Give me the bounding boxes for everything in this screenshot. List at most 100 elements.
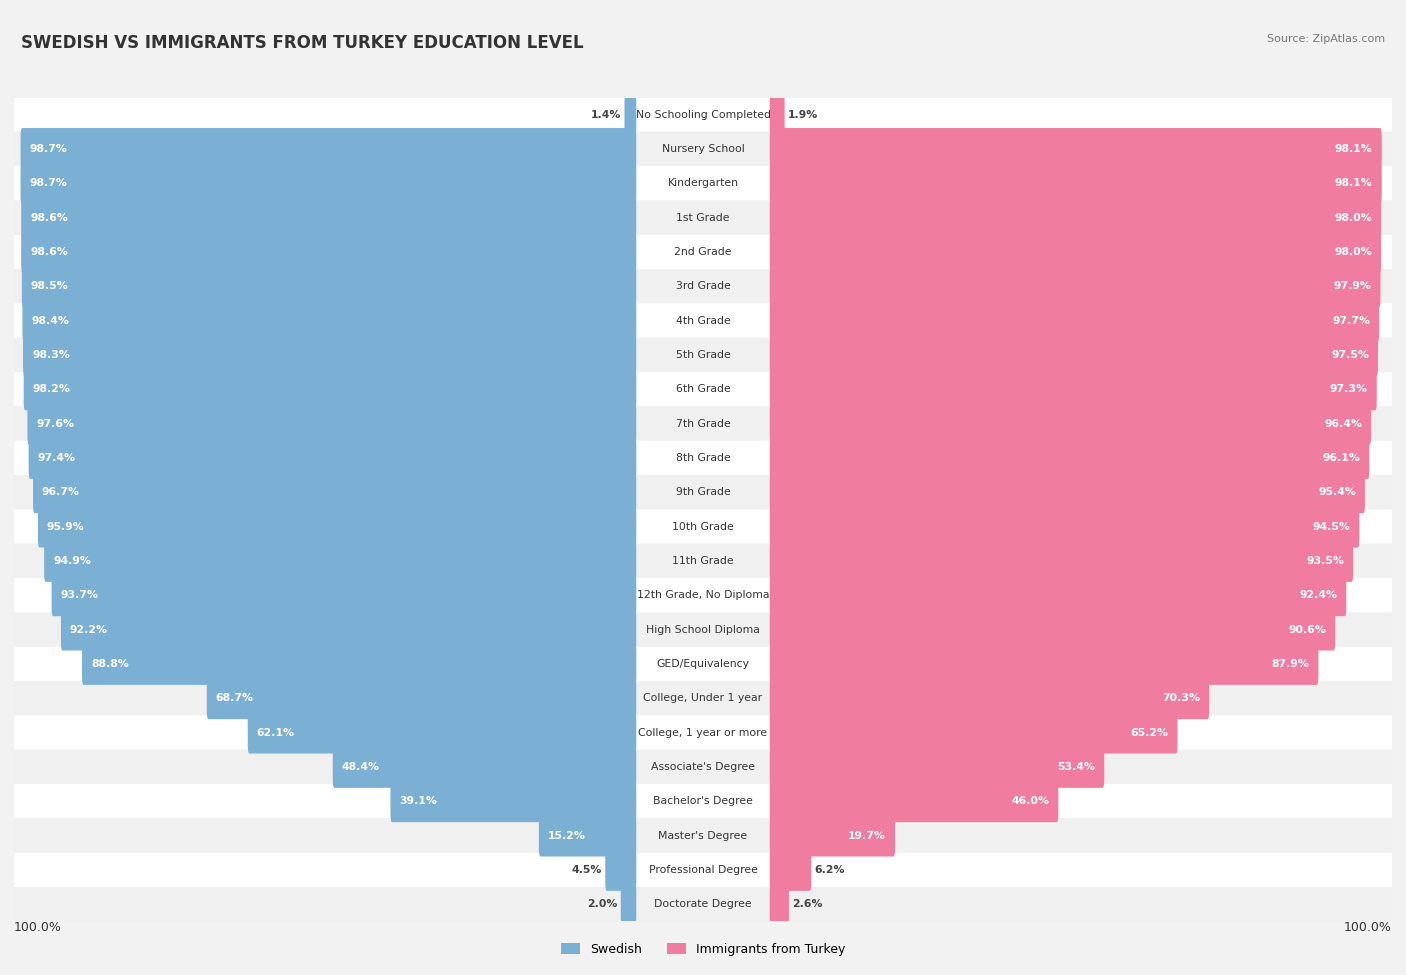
FancyBboxPatch shape: [769, 403, 1371, 445]
FancyBboxPatch shape: [769, 299, 1379, 341]
FancyBboxPatch shape: [14, 750, 1392, 784]
FancyBboxPatch shape: [14, 853, 1392, 887]
Text: 94.9%: 94.9%: [53, 556, 91, 566]
FancyBboxPatch shape: [14, 716, 1392, 750]
FancyBboxPatch shape: [769, 369, 1376, 410]
Text: 9th Grade: 9th Grade: [676, 488, 730, 497]
Text: 100.0%: 100.0%: [14, 921, 62, 934]
FancyBboxPatch shape: [207, 678, 637, 720]
Text: SWEDISH VS IMMIGRANTS FROM TURKEY EDUCATION LEVEL: SWEDISH VS IMMIGRANTS FROM TURKEY EDUCAT…: [21, 34, 583, 52]
Text: 90.6%: 90.6%: [1288, 625, 1326, 635]
FancyBboxPatch shape: [14, 544, 1392, 578]
FancyBboxPatch shape: [14, 818, 1392, 853]
Text: 97.9%: 97.9%: [1333, 282, 1371, 292]
Text: Professional Degree: Professional Degree: [648, 865, 758, 875]
Text: 7th Grade: 7th Grade: [676, 418, 730, 429]
Text: 68.7%: 68.7%: [215, 693, 253, 703]
FancyBboxPatch shape: [14, 475, 1392, 509]
FancyBboxPatch shape: [769, 197, 1381, 239]
Text: 98.5%: 98.5%: [31, 282, 69, 292]
FancyBboxPatch shape: [44, 540, 637, 582]
FancyBboxPatch shape: [333, 746, 637, 788]
FancyBboxPatch shape: [769, 883, 789, 925]
FancyBboxPatch shape: [769, 780, 1059, 822]
FancyBboxPatch shape: [769, 643, 1319, 684]
FancyBboxPatch shape: [21, 163, 637, 204]
Text: 95.9%: 95.9%: [46, 522, 84, 531]
FancyBboxPatch shape: [769, 608, 1336, 650]
Text: 98.7%: 98.7%: [30, 144, 67, 154]
Text: 46.0%: 46.0%: [1011, 797, 1049, 806]
FancyBboxPatch shape: [769, 506, 1360, 548]
FancyBboxPatch shape: [769, 540, 1353, 582]
Text: 97.5%: 97.5%: [1331, 350, 1369, 360]
FancyBboxPatch shape: [769, 849, 811, 891]
Text: 1.9%: 1.9%: [787, 109, 818, 120]
FancyBboxPatch shape: [21, 128, 637, 170]
Text: 96.7%: 96.7%: [42, 488, 80, 497]
FancyBboxPatch shape: [14, 235, 1392, 269]
Text: 98.3%: 98.3%: [32, 350, 70, 360]
Text: No Schooling Completed: No Schooling Completed: [636, 109, 770, 120]
FancyBboxPatch shape: [14, 372, 1392, 407]
FancyBboxPatch shape: [21, 231, 637, 273]
FancyBboxPatch shape: [769, 128, 1382, 170]
FancyBboxPatch shape: [22, 265, 637, 307]
Text: Bachelor's Degree: Bachelor's Degree: [652, 797, 754, 806]
FancyBboxPatch shape: [14, 887, 1392, 921]
Legend: Swedish, Immigrants from Turkey: Swedish, Immigrants from Turkey: [557, 938, 849, 961]
Text: 98.6%: 98.6%: [30, 213, 67, 222]
Text: 15.2%: 15.2%: [548, 831, 586, 840]
Text: 6.2%: 6.2%: [814, 865, 845, 875]
FancyBboxPatch shape: [769, 678, 1209, 720]
FancyBboxPatch shape: [621, 883, 637, 925]
FancyBboxPatch shape: [52, 574, 637, 616]
FancyBboxPatch shape: [769, 574, 1347, 616]
FancyBboxPatch shape: [14, 98, 1392, 132]
FancyBboxPatch shape: [14, 509, 1392, 544]
Text: Kindergarten: Kindergarten: [668, 178, 738, 188]
FancyBboxPatch shape: [14, 269, 1392, 303]
Text: 10th Grade: 10th Grade: [672, 522, 734, 531]
Text: 97.3%: 97.3%: [1330, 384, 1368, 394]
FancyBboxPatch shape: [21, 197, 637, 239]
Text: High School Diploma: High School Diploma: [647, 625, 759, 635]
Text: 19.7%: 19.7%: [848, 831, 886, 840]
FancyBboxPatch shape: [32, 471, 637, 513]
Text: 53.4%: 53.4%: [1057, 761, 1095, 772]
FancyBboxPatch shape: [14, 132, 1392, 166]
Text: 98.1%: 98.1%: [1334, 144, 1372, 154]
Text: 98.2%: 98.2%: [32, 384, 70, 394]
FancyBboxPatch shape: [60, 608, 637, 650]
FancyBboxPatch shape: [769, 231, 1381, 273]
Text: 6th Grade: 6th Grade: [676, 384, 730, 394]
FancyBboxPatch shape: [391, 780, 637, 822]
Text: 12th Grade, No Diploma: 12th Grade, No Diploma: [637, 590, 769, 601]
Text: College, Under 1 year: College, Under 1 year: [644, 693, 762, 703]
FancyBboxPatch shape: [22, 334, 637, 376]
Text: 97.4%: 97.4%: [38, 453, 76, 463]
Text: 92.4%: 92.4%: [1299, 590, 1337, 601]
FancyBboxPatch shape: [14, 201, 1392, 235]
FancyBboxPatch shape: [605, 849, 637, 891]
Text: 94.5%: 94.5%: [1312, 522, 1350, 531]
Text: 98.6%: 98.6%: [30, 247, 67, 257]
Text: GED/Equivalency: GED/Equivalency: [657, 659, 749, 669]
Text: Associate's Degree: Associate's Degree: [651, 761, 755, 772]
FancyBboxPatch shape: [769, 815, 896, 856]
Text: 2.6%: 2.6%: [793, 899, 823, 910]
Text: 100.0%: 100.0%: [1344, 921, 1392, 934]
Text: 48.4%: 48.4%: [342, 761, 380, 772]
FancyBboxPatch shape: [82, 643, 637, 684]
FancyBboxPatch shape: [24, 369, 637, 410]
FancyBboxPatch shape: [14, 407, 1392, 441]
Text: 87.9%: 87.9%: [1271, 659, 1309, 669]
FancyBboxPatch shape: [14, 682, 1392, 716]
Text: 2.0%: 2.0%: [586, 899, 617, 910]
FancyBboxPatch shape: [538, 815, 637, 856]
Text: 4th Grade: 4th Grade: [676, 316, 730, 326]
Text: Source: ZipAtlas.com: Source: ZipAtlas.com: [1267, 34, 1385, 44]
Text: 5th Grade: 5th Grade: [676, 350, 730, 360]
Text: 97.7%: 97.7%: [1333, 316, 1371, 326]
Text: 62.1%: 62.1%: [257, 727, 295, 737]
